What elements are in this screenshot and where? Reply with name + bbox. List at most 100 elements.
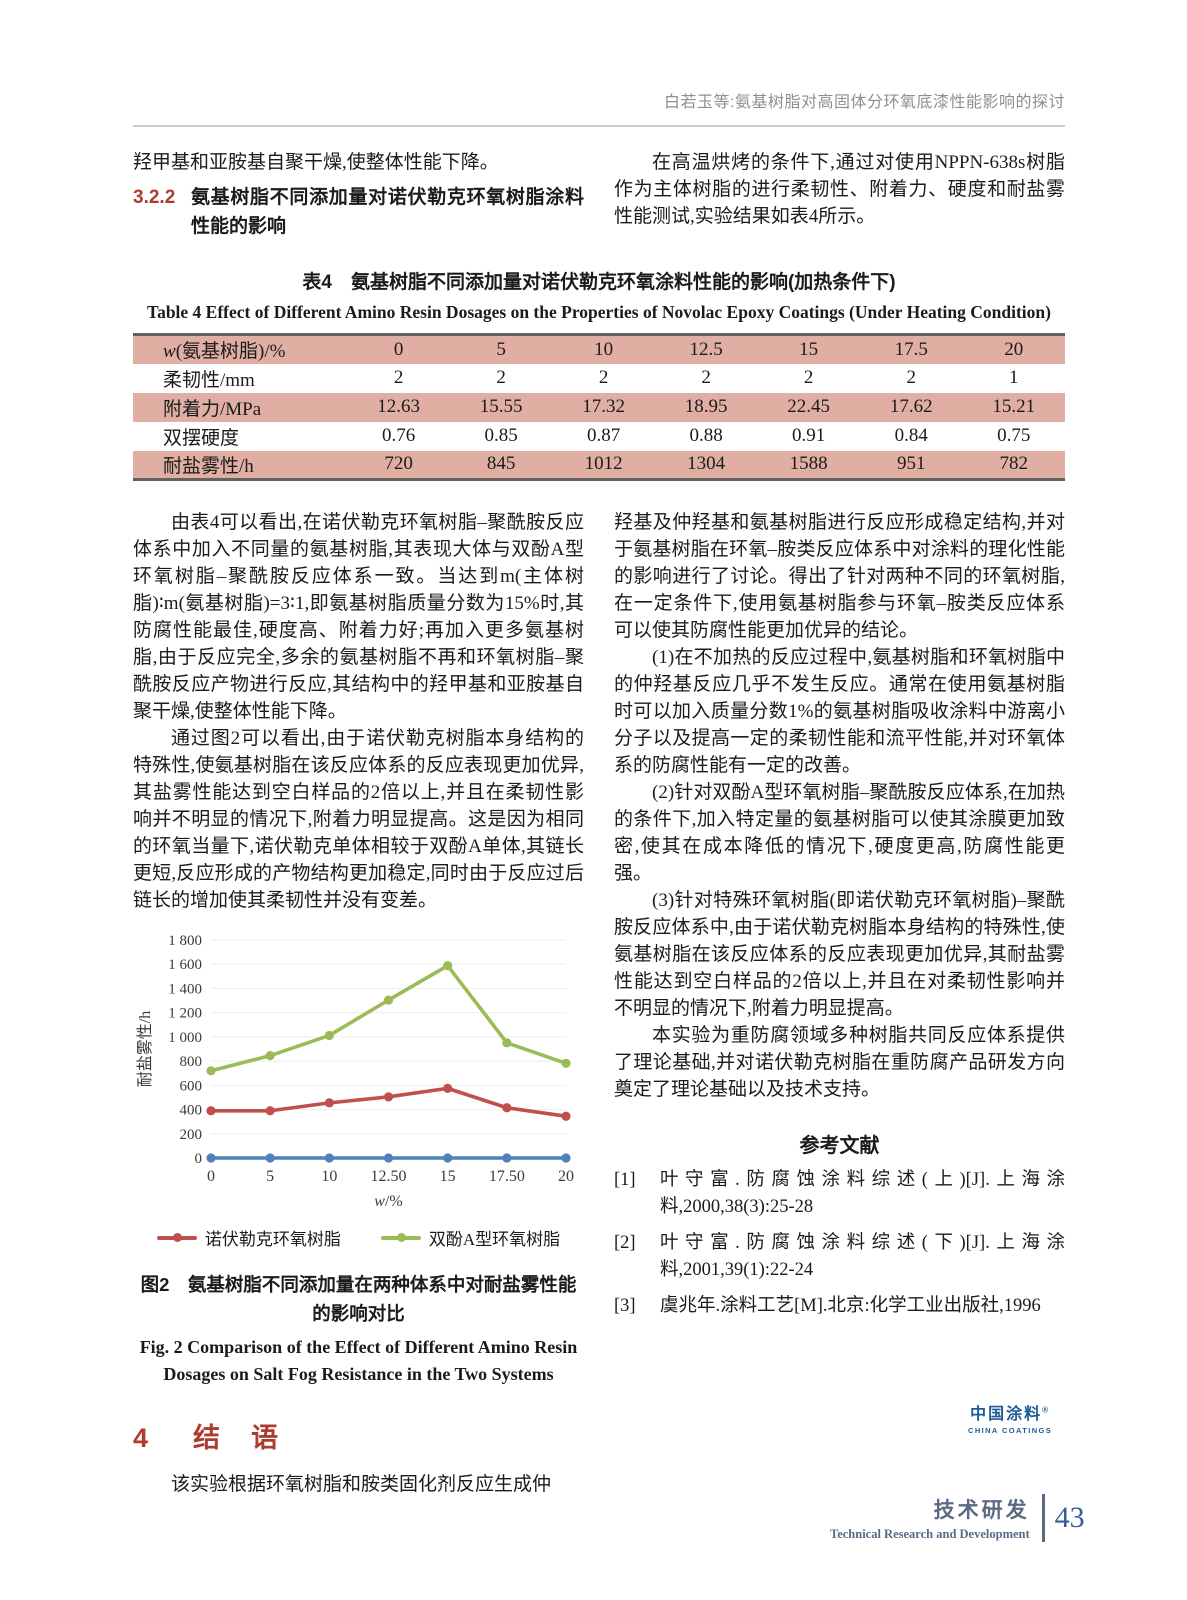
section-number: 4: [133, 1423, 149, 1453]
table-cell: 2: [393, 367, 404, 388]
paragraph: 由表4可以看出,在诺伏勒克环氧树脂–聚酰胺反应体系中加入不同量的氨基树脂,其表现…: [133, 512, 584, 722]
paragraph: 该实验根据环氧树脂和胺类固化剂反应生成仲: [171, 1474, 552, 1495]
reference-text: 叶守富.防腐蚀涂料综述(下)[J].上海涂料,2001,39(1):22-24: [660, 1233, 1065, 1280]
svg-text:0: 0: [195, 1151, 203, 1167]
section-title: 氨基树脂不同添加量对诺伏勒克环氧树脂涂料性能的影响: [191, 187, 584, 237]
table-cell: 951: [896, 453, 926, 475]
svg-text:600: 600: [180, 1078, 203, 1094]
table-row-label: w(氨基树脂)/%: [163, 341, 286, 363]
section-number: 3.2.2: [133, 187, 176, 208]
table-row: 耐盐雾性/h 720 845 1012 1304 1588 951 782: [133, 450, 1065, 480]
reference-number: [3]: [614, 1296, 636, 1316]
table-cell: 5: [496, 338, 506, 360]
table-cell: 0.84: [894, 425, 928, 446]
reference-item: [3] 虞兆年.涂料工艺[M].北京:化学工业出版社,1996: [614, 1293, 1065, 1320]
table-cell: 15: [799, 338, 819, 360]
svg-text:1 800: 1 800: [168, 933, 202, 949]
table-cell: 2: [496, 367, 506, 388]
svg-text:0: 0: [207, 1168, 215, 1185]
table-cell: 2: [598, 367, 609, 388]
legend-item-bisphenol-a: 双酚A型环氧树脂: [380, 1225, 561, 1250]
svg-text:800: 800: [180, 1054, 203, 1070]
svg-text:17.50: 17.50: [489, 1168, 525, 1185]
svg-text:w/%: w/%: [374, 1193, 402, 1210]
figure-2-chart: 0 200 400 600 800 1 000 1 200 1 400 1 600 1 800 0 5…: [133, 924, 584, 1225]
paragraph: 在高温烘烤的条件下,通过对使用NPPN-638s树脂作为主体树脂的进行柔韧性、附…: [614, 152, 1065, 227]
reference-item: [1] 叶守富.防腐蚀涂料综述(上)[J].上海涂料,2000,38(3):25…: [614, 1167, 1065, 1221]
table-cell: 2: [803, 367, 814, 388]
china-coatings-logo: 中国涂料® CHINA COATINGS: [968, 1400, 1052, 1435]
paragraph: 羟基及仲羟基和氨基树脂进行反应形成稳定结构,并对于氨基树脂在环氧–胺类反应体系中…: [614, 512, 1065, 641]
table-row: 双摆硬度 0.76 0.85 0.87 0.88 0.91 0.84 0.75: [133, 422, 1065, 451]
references-heading: 参考文献: [799, 1135, 880, 1157]
legend-item-novolac: 诺伏勒克环氧树脂: [156, 1225, 341, 1250]
legend-label: 诺伏勒克环氧树脂: [204, 1230, 341, 1249]
reference-number: [1]: [614, 1170, 636, 1190]
reference-text: 叶守富.防腐蚀涂料综述(上)[J].上海涂料,2000,38(3):25-28: [660, 1170, 1065, 1217]
reference-number: [2]: [614, 1233, 636, 1253]
footer-label-en: Technical Research and Development: [830, 1527, 1030, 1541]
table-row-label: 附着力/MPa: [163, 398, 262, 420]
table-row-label: 双摆硬度: [163, 427, 240, 449]
table-cell: 0.91: [792, 425, 826, 446]
table-cell: 2: [701, 367, 711, 388]
paragraph: 本实验为重防腐领域多种树脂共同反应体系提供了理论基础,并对诺伏勒克树脂在重防腐产…: [614, 1025, 1065, 1100]
svg-text:5: 5: [266, 1168, 274, 1185]
svg-text:耐盐雾性/h: 耐盐雾性/h: [136, 1011, 154, 1087]
svg-text:1 200: 1 200: [168, 1006, 202, 1022]
table-cell: 10: [594, 338, 614, 360]
table-caption-zh: 表4 氨基树脂不同添加量对诺伏勒克环氧涂料性能的影响(加热条件下): [302, 272, 896, 293]
figure-caption-zh: 图2 氨基树脂不同添加量在两种体系中对耐盐雾性能的影响对比: [140, 1274, 577, 1324]
table-4-block: 表4 氨基树脂不同添加量对诺伏勒克环氧涂料性能的影响(加热条件下) Table …: [133, 267, 1065, 481]
table-row-label: 耐盐雾性/h: [163, 455, 254, 477]
table-cell: 0.76: [381, 425, 416, 446]
salt-fog-line-chart: 0 200 400 600 800 1 000 1 200 1 400 1 600 1 800 0 5…: [136, 933, 574, 1210]
svg-text:1 000: 1 000: [168, 1030, 202, 1046]
reference-text: 虞兆年.涂料工艺[M].北京:化学工业出版社,1996: [660, 1296, 1041, 1316]
intro-columns: 羟甲基和亚胺基自聚干燥,使整体性能下降。 3.2.2 氨基树脂不同添加量对诺伏勒…: [133, 149, 1065, 241]
table-cell: 20: [1004, 338, 1024, 360]
table-cell: 1: [1008, 367, 1019, 388]
table-cell: 0.85: [484, 425, 518, 446]
table-cell: 0.87: [587, 425, 621, 446]
paragraph: (3)针对特殊环氧树脂(即诺伏勒克环氧树脂)–聚酰胺反应体系中,由于诺伏勒克树脂…: [614, 890, 1065, 1019]
running-head: 白若玉等:氨基树脂对高固体分环氧底漆性能影响的探讨: [664, 94, 1065, 111]
table-cell: 1304: [687, 453, 726, 475]
footer-section-label: 技术研发 Technical Research and Development: [830, 1494, 1030, 1542]
table-cell: 2: [906, 367, 916, 388]
svg-text:400: 400: [180, 1103, 203, 1119]
intro-left-column: 羟甲基和亚胺基自聚干燥,使整体性能下降。 3.2.2 氨基树脂不同添加量对诺伏勒…: [133, 149, 584, 241]
svg-text:1 600: 1 600: [168, 957, 202, 973]
paragraph: (2)针对双酚A型环氧树脂–聚酰胺反应体系,在加热的条件下,加入特定量的氨基树脂…: [614, 782, 1065, 884]
table-cell: 17.32: [582, 396, 626, 417]
svg-text:10: 10: [321, 1168, 337, 1185]
table-cell: 1012: [584, 453, 623, 475]
paragraph: (1)在不加热的反应过程中,氨基树脂和环氧树脂中的仲羟基反应几乎不发生反应。通常…: [614, 647, 1065, 776]
table-cell: 12.5: [689, 338, 723, 360]
footer-label-zh: 技术研发: [933, 1499, 1030, 1522]
intro-right-column: 在高温烘烤的条件下,通过对使用NPPN-638s树脂作为主体树脂的进行柔韧性、附…: [614, 149, 1065, 241]
table-cell: 0.75: [997, 425, 1031, 446]
svg-text:15: 15: [440, 1168, 456, 1185]
main-columns: 由表4可以看出,在诺伏勒克环氧树脂–聚酰胺反应体系中加入不同量的氨基树脂,其表现…: [133, 509, 1065, 1498]
figure-caption-en: Fig. 2 Comparison of the Effect of Diffe…: [139, 1337, 578, 1384]
svg-text:1 400: 1 400: [168, 981, 202, 997]
paragraph: 羟甲基和亚胺基自聚干燥,使整体性能下降。: [133, 152, 499, 173]
table-cell: 17.5: [894, 338, 928, 360]
svg-text:12.50: 12.50: [371, 1168, 407, 1185]
table-row: 柔韧性/mm 2 2 2 2 2 2 1: [133, 364, 1065, 393]
svg-text:200: 200: [180, 1127, 203, 1143]
table-cell: 15.21: [992, 396, 1036, 417]
logo-text-zh: 中国涂料®: [970, 1405, 1051, 1423]
svg-text:20: 20: [558, 1168, 574, 1185]
right-column: 羟基及仲羟基和氨基树脂进行反应形成稳定结构,并对于氨基树脂在环氧–胺类反应体系中…: [614, 509, 1065, 1498]
reference-item: [2] 叶守富.防腐蚀涂料综述(下)[J].上海涂料,2001,39(1):22…: [614, 1230, 1065, 1284]
table-caption-en: Table 4 Effect of Different Amino Resin …: [147, 302, 1051, 322]
page-footer: 技术研发 Technical Research and Development …: [830, 1494, 1085, 1542]
legend-marker-red: [156, 1233, 197, 1243]
table-cell: 782: [999, 453, 1028, 475]
page-number: 43: [1054, 1501, 1085, 1534]
legend-label: 双酚A型环氧树脂: [428, 1230, 561, 1249]
table-row: w(氨基树脂)/% 0 5 10 12.5 15 17.5 20: [133, 334, 1065, 364]
